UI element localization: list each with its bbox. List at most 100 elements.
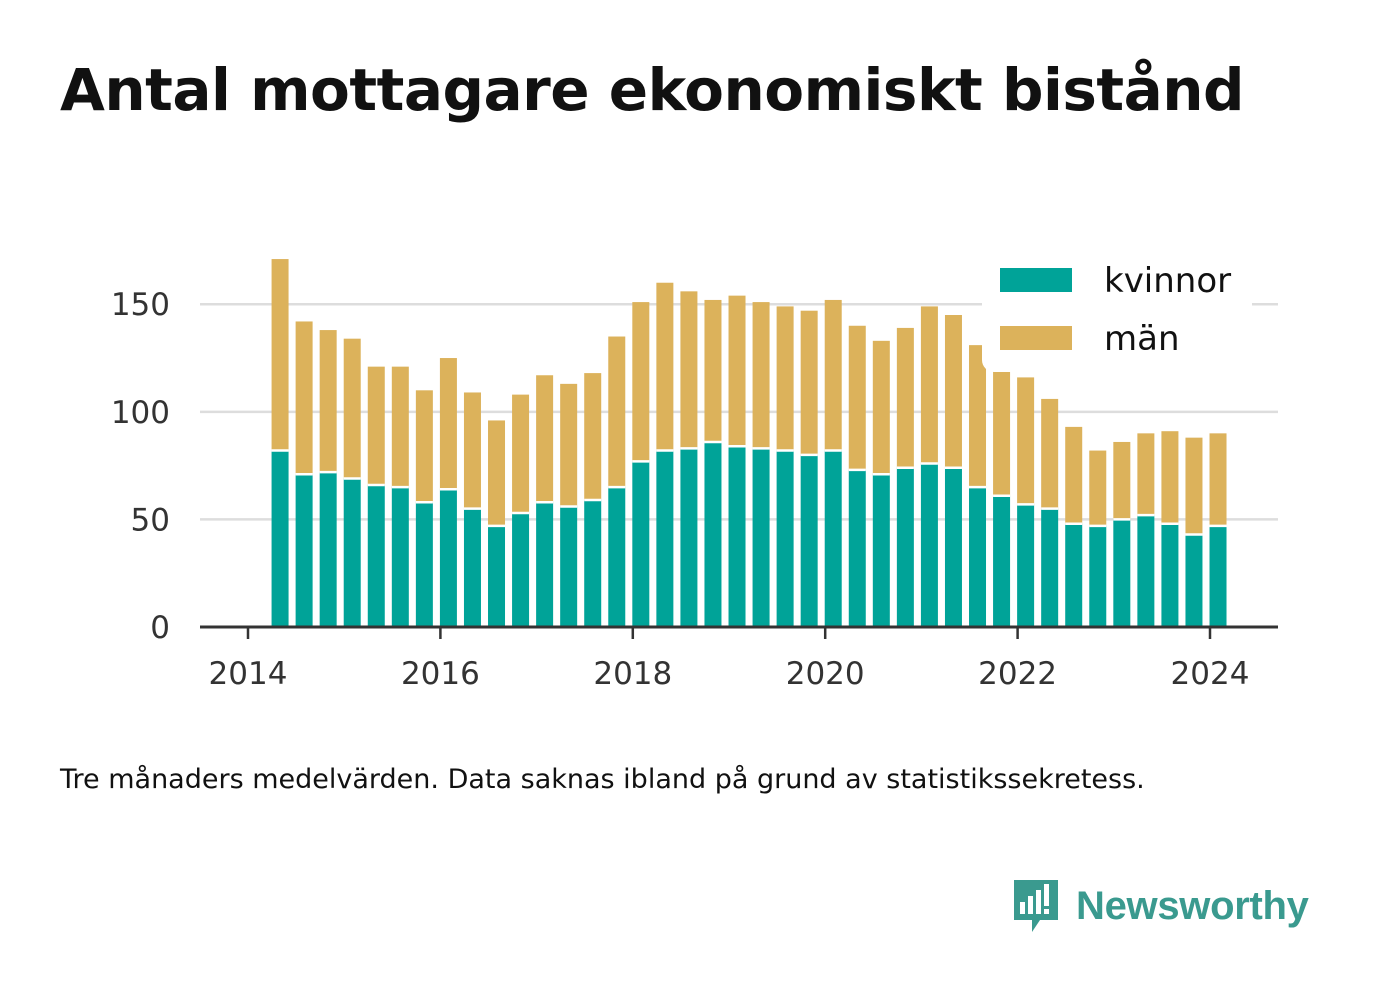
chart-caption: Tre månaders medelvärden. Data saknas ib… [60,764,1145,795]
bar-kvinnor [391,487,409,627]
bar-kvinnor [584,500,602,627]
bar-man [1065,426,1083,524]
bar-man [824,299,842,451]
bar-kvinnor [896,467,914,627]
bar-man [463,392,481,509]
bar-kvinnor [1209,525,1227,627]
bar-kvinnor [1017,504,1035,627]
bar-man [271,259,289,451]
bar-man [993,366,1011,496]
bar-kvinnor [1089,525,1107,627]
bar-kvinnor [993,495,1011,627]
bar-kvinnor [704,441,722,627]
bar-kvinnor [752,448,770,627]
y-tick-label: 0 [150,610,170,646]
bar-kvinnor [1065,523,1083,627]
x-tick-label: 2018 [593,656,672,692]
bar-man [1113,441,1131,520]
chart-title: Antal mottagare ekonomiskt bistånd [60,56,1245,124]
bar-kvinnor [920,463,938,627]
bar-man [656,282,674,451]
bar-kvinnor [608,487,626,627]
bar-kvinnor [512,512,530,627]
bar-man [969,345,987,488]
brand-name: Newsworthy [1076,883,1309,928]
bar-man [560,383,578,507]
bar-kvinnor [1113,519,1131,627]
bar-man [295,321,313,475]
x-tick-label: 2024 [1171,656,1250,692]
legend-swatch-man [1000,326,1072,350]
bars [271,259,1227,627]
bar-man [367,366,385,485]
bar-kvinnor [969,487,987,627]
bar-kvinnor [1161,523,1179,627]
bar-man [632,302,650,462]
bar-man [1041,398,1059,509]
legend-label-man: män [1104,319,1180,359]
bar-kvinnor [1137,515,1155,627]
bar-kvinnor [944,467,962,627]
x-tick-label: 2016 [401,656,480,692]
bar-man [584,373,602,501]
bar-man [608,336,626,488]
bar-man [1161,431,1179,524]
bar-kvinnor [824,450,842,627]
bar-kvinnor [271,450,289,627]
bar-kvinnor [776,450,794,627]
bar-man [536,375,554,503]
bar-kvinnor [319,472,337,627]
bar-man [488,420,506,526]
legend-label-kvinnor: kvinnor [1104,261,1231,301]
x-tick-label: 2014 [209,656,288,692]
bar-man [728,295,746,447]
bar-kvinnor [656,450,674,627]
bar-kvinnor [800,454,818,627]
bar-man [872,340,890,475]
bar-kvinnor [1041,508,1059,627]
bar-man [920,306,938,464]
y-tick-label: 100 [111,395,170,431]
bar-man [704,299,722,442]
bar-man [1137,433,1155,516]
bar-man [680,291,698,449]
bar-man [776,306,794,451]
bar-kvinnor [848,469,866,627]
bar-kvinnor [872,474,890,627]
y-tick-label: 150 [111,287,170,323]
stacked-bar-chart: 0 50 100 150 2014 2016 2018 2020 2022 2024 kvinno… [110,256,1278,692]
bar-kvinnor [536,502,554,627]
legend: kvinnor män [982,256,1252,372]
bar-man [800,310,818,455]
x-tick-label: 2020 [786,656,865,692]
bar-man [1185,437,1203,535]
bar-kvinnor [343,478,361,627]
bar-kvinnor [439,489,457,627]
bar-kvinnor [415,502,433,627]
bar-man [752,302,770,449]
bar-man [1089,450,1107,526]
bar-man [512,394,530,513]
bar-man [415,390,433,503]
y-tick-label: 50 [131,502,170,538]
bar-kvinnor [488,525,506,627]
bar-kvinnor [728,446,746,627]
brand-logo: Newsworthy [1010,876,1309,936]
bar-man [439,358,457,490]
bar-kvinnor [632,461,650,627]
bar-kvinnor [680,448,698,627]
bar-kvinnor [463,508,481,627]
bar-man [319,330,337,473]
bar-man [896,327,914,468]
bar-kvinnor [367,484,385,627]
newsworthy-logo-icon [1014,880,1058,932]
bar-man [1209,433,1227,526]
bar-kvinnor [1185,534,1203,627]
axes: 0 50 100 150 2014 2016 2018 2020 2022 2024 [111,287,1278,692]
bar-man [391,366,409,488]
bar-man [944,315,962,468]
bar-man [1017,377,1035,505]
bar-man [848,325,866,470]
bar-kvinnor [295,474,313,627]
x-tick-label: 2022 [978,656,1057,692]
